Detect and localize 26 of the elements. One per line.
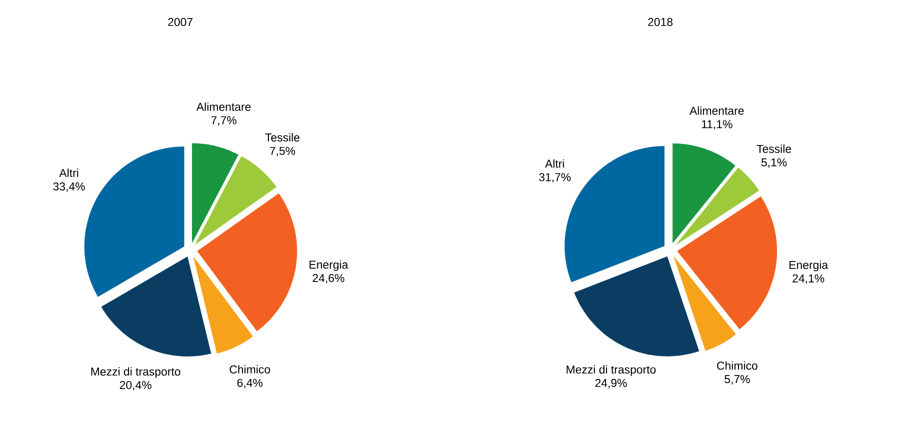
- data-label: 5,7%: [724, 375, 750, 385]
- slice-label: Tessile: [756, 144, 792, 153]
- data-label: 24,6%: [312, 274, 344, 284]
- data-label: 31,7%: [539, 173, 571, 183]
- slice-label: Altri: [545, 159, 564, 168]
- data-label: 5,1%: [761, 158, 787, 168]
- chart-title: 2007: [168, 18, 192, 26]
- slice-label: Energia: [790, 260, 828, 272]
- chart-title: 2018: [648, 18, 673, 26]
- data-label: 24,9%: [595, 378, 627, 388]
- slice-label: Energia: [310, 260, 348, 271]
- slice-label: Alimentare: [690, 106, 744, 115]
- slice-label: Chimico: [717, 361, 758, 370]
- data-label: 24,1%: [792, 274, 824, 284]
- slice-label: Mezzi di trasporto: [91, 367, 180, 378]
- data-label: 7,7%: [211, 116, 236, 126]
- data-label: 11,1%: [702, 120, 732, 130]
- data-label: 20,4%: [120, 380, 152, 390]
- data-label: 6,4%: [237, 378, 262, 388]
- data-label: 7,5%: [270, 146, 296, 156]
- slice-label: Alimentare: [196, 102, 251, 111]
- slice-label: Tessile: [265, 133, 300, 142]
- slice-label: Mezzi di trasporto: [566, 365, 656, 376]
- data-label: 33,4%: [53, 182, 85, 192]
- slice-label: Altri: [59, 168, 78, 178]
- slice-label: Chimico: [230, 365, 270, 374]
